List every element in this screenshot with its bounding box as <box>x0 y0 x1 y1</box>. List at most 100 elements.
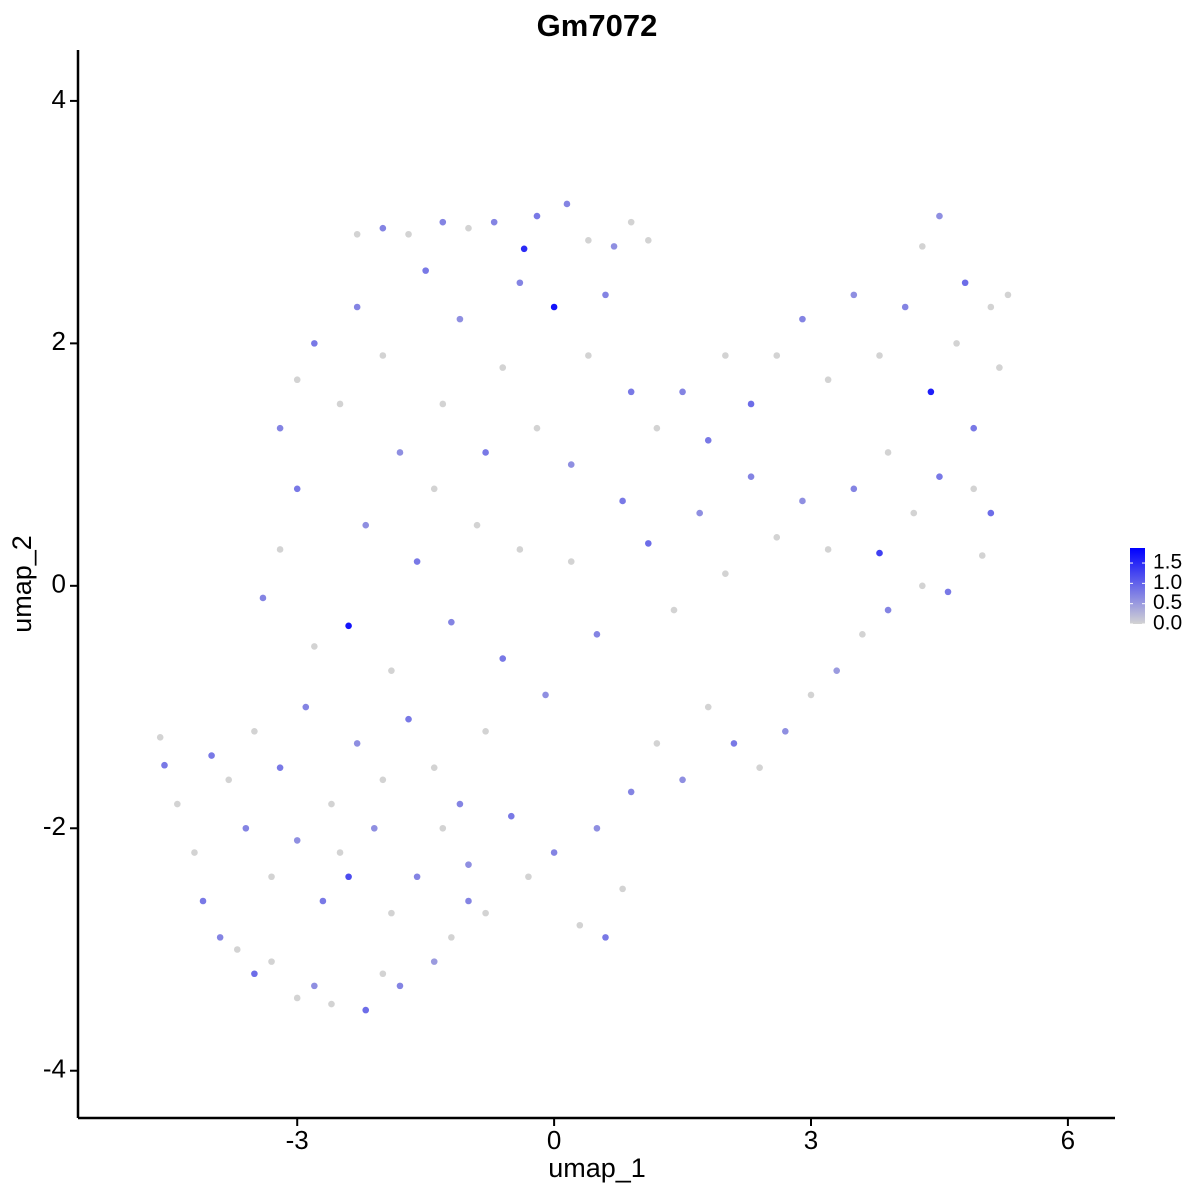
data-point <box>704 703 712 711</box>
data-point <box>405 230 412 238</box>
data-point <box>996 364 1003 371</box>
data-point <box>619 497 626 505</box>
data-point <box>499 364 507 371</box>
data-point <box>225 776 233 784</box>
data-point <box>936 212 943 220</box>
colorbar-tick-label: 1.5 <box>1153 551 1182 574</box>
data-point <box>619 885 626 893</box>
data-point <box>884 449 892 456</box>
data-point <box>388 909 395 917</box>
data-point <box>276 424 284 432</box>
data-point <box>567 558 575 565</box>
data-point <box>722 570 729 577</box>
data-point <box>268 958 275 965</box>
data-point <box>499 655 507 662</box>
data-point <box>782 727 789 735</box>
data-point <box>987 303 995 311</box>
data-point <box>319 897 327 905</box>
data-point <box>208 752 215 759</box>
data-point <box>953 340 960 347</box>
x-tick-label: 0 <box>547 1125 561 1155</box>
data-point <box>550 303 558 311</box>
y-tick-label: 0 <box>52 569 66 599</box>
y-tick-label: 4 <box>52 84 66 114</box>
data-point <box>293 485 301 493</box>
data-point <box>233 946 241 953</box>
data-point <box>884 606 892 614</box>
data-point <box>756 764 763 771</box>
data-point <box>627 388 635 396</box>
data-point <box>362 1006 370 1014</box>
data-point <box>430 485 438 493</box>
data-point <box>216 934 224 941</box>
data-point <box>927 388 935 396</box>
data-point <box>585 352 592 359</box>
data-point <box>516 279 524 287</box>
data-point <box>413 558 421 565</box>
data-point <box>405 715 412 723</box>
data-point <box>251 727 258 735</box>
data-point <box>293 376 301 384</box>
data-point <box>465 861 472 868</box>
data-point <box>850 291 858 299</box>
data-point <box>919 243 926 250</box>
data-point <box>824 546 832 553</box>
data-point <box>602 291 609 299</box>
data-point <box>353 230 361 238</box>
data-point <box>439 400 447 408</box>
data-point <box>653 424 661 432</box>
data-point <box>448 618 455 626</box>
x-tick-label: 3 <box>804 1125 818 1155</box>
data-point <box>807 691 815 699</box>
data-point <box>379 776 387 784</box>
data-point <box>876 549 883 557</box>
data-point <box>653 740 661 747</box>
y-axis-label: umap_2 <box>7 535 37 633</box>
data-point <box>388 667 395 674</box>
data-point <box>422 267 429 274</box>
data-point <box>174 800 181 808</box>
data-point <box>824 376 832 384</box>
data-point <box>336 849 344 856</box>
data-point <box>293 837 301 844</box>
data-point <box>311 340 318 347</box>
data-point <box>970 485 978 493</box>
data-point <box>328 1000 335 1008</box>
data-point <box>970 424 978 432</box>
data-point <box>456 800 464 808</box>
data-point <box>379 352 387 359</box>
data-point <box>901 303 909 311</box>
data-point <box>276 764 284 771</box>
data-point <box>362 521 370 529</box>
data-point <box>439 218 447 226</box>
data-point <box>627 218 635 226</box>
data-point <box>679 776 686 784</box>
y-tick-label: 2 <box>52 326 66 356</box>
colorbar-tick-label: 0.0 <box>1153 612 1182 635</box>
data-point <box>520 245 528 253</box>
data-point <box>482 727 489 735</box>
data-point <box>353 740 361 747</box>
data-point <box>542 691 549 699</box>
data-point <box>987 509 995 517</box>
x-axis-label: umap_1 <box>548 1153 646 1183</box>
data-point <box>533 212 541 220</box>
data-point <box>799 315 806 323</box>
y-tick-label: -2 <box>43 811 66 841</box>
data-point <box>516 546 524 553</box>
data-point <box>507 812 515 820</box>
data-point <box>473 521 481 529</box>
data-point <box>465 897 472 905</box>
data-point <box>1004 291 1012 299</box>
data-point <box>670 606 678 614</box>
data-point <box>465 224 472 232</box>
data-point <box>242 824 250 832</box>
colorbar-tick-label: 0.5 <box>1153 591 1182 614</box>
data-point <box>525 873 532 881</box>
data-point <box>961 279 969 287</box>
data-point <box>336 400 344 408</box>
data-point <box>567 461 575 468</box>
data-point <box>311 643 318 650</box>
data-point <box>730 740 738 747</box>
data-point <box>413 873 421 881</box>
